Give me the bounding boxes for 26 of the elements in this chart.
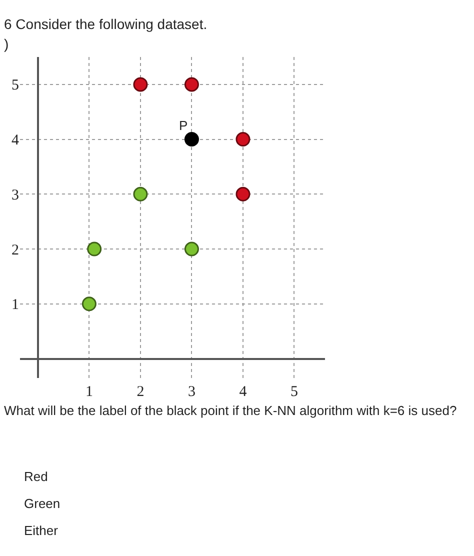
text: Green: [24, 496, 60, 511]
point: [236, 186, 250, 202]
chart-title: 6 Consider the following dataset.: [4, 16, 208, 32]
x-tick-label: 5: [290, 384, 298, 400]
x-tick-label: 4: [239, 384, 248, 400]
point: [133, 77, 148, 92]
point: [236, 132, 250, 147]
x-tick-label: 3: [188, 384, 196, 400]
point: [184, 77, 199, 92]
text: Either: [24, 523, 59, 538]
y-tick-label: 2: [12, 242, 19, 258]
text: Red: [24, 469, 48, 484]
y-tick-label: 1: [12, 297, 19, 314]
chart-subtitle: ): [4, 36, 9, 52]
y-tick-label: 3: [12, 187, 19, 204]
x-tick-label: 1: [85, 384, 93, 400]
point: [82, 296, 96, 312]
point: [184, 132, 199, 147]
y-tick-label: 5: [12, 78, 19, 94]
annotation: P: [179, 118, 188, 133]
y-tick-label: 4: [12, 132, 20, 149]
point: [87, 242, 102, 256]
point: [133, 186, 148, 202]
text: What will be the label of the black point if the K-NN algorithm with k=6 is used?: [4, 403, 457, 418]
x-tick-label: 2: [136, 384, 144, 400]
point: [184, 242, 199, 256]
